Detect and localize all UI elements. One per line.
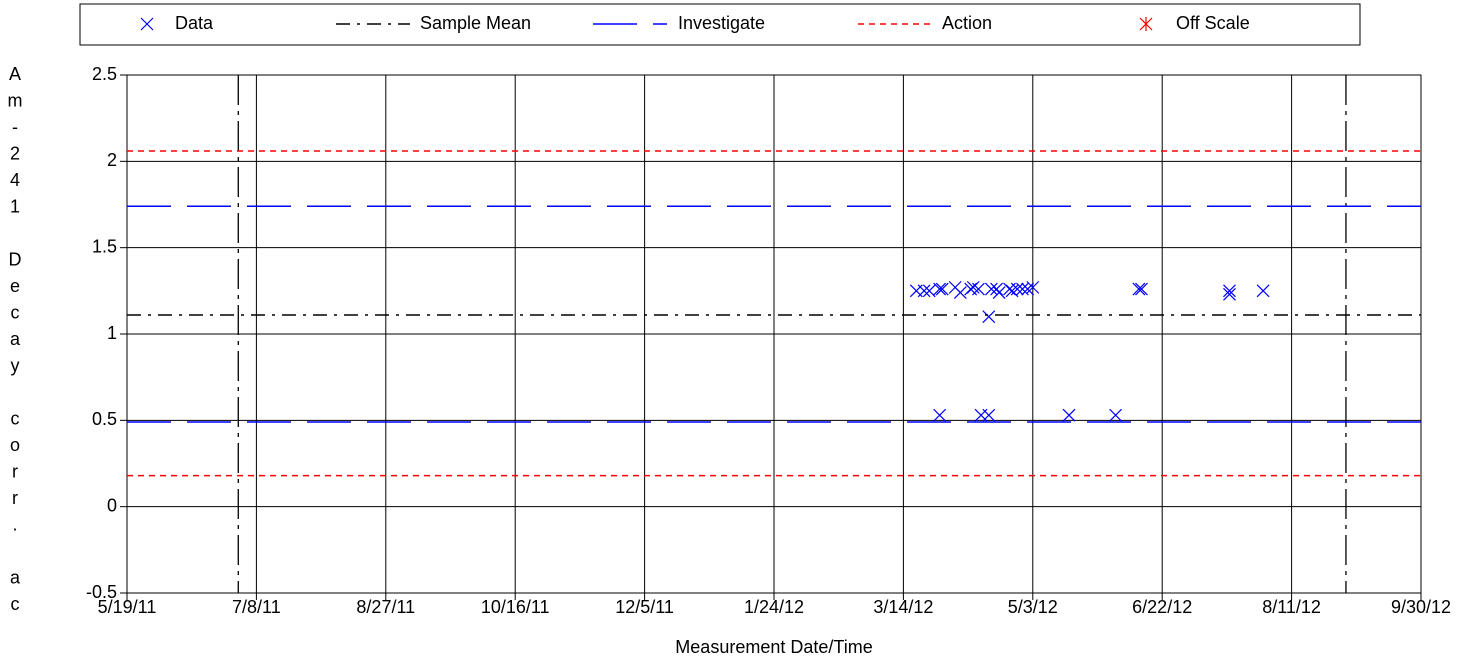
x-tick-label: 6/22/12 [1132, 597, 1192, 617]
data-point [1135, 282, 1148, 296]
marker-stroke [140, 17, 154, 31]
legend-label: Sample Mean [420, 13, 531, 33]
marker-stroke [922, 284, 936, 298]
legend-symbol [1139, 17, 1153, 31]
x-tick-label: 1/24/12 [744, 597, 804, 617]
marker-stroke [933, 282, 947, 296]
data-point [982, 310, 996, 324]
marker-stroke [1135, 282, 1148, 296]
marker-stroke [1005, 284, 1019, 298]
data-point [1223, 287, 1236, 301]
data-point [972, 282, 985, 296]
data-point [1256, 284, 1270, 298]
marker-stroke [1132, 282, 1146, 296]
data-point [992, 286, 1006, 299]
marker-stroke [1223, 287, 1236, 301]
y-tick-label: 2.5 [92, 64, 117, 84]
data-point [984, 282, 998, 296]
x-axis-label: Measurement Date/Time [675, 637, 872, 657]
x-tick-label: 12/5/11 [615, 597, 674, 617]
marker-stroke [1223, 284, 1236, 298]
data-point [933, 408, 947, 422]
data-point [1016, 282, 1029, 296]
legend-label: Investigate [678, 13, 765, 33]
marker-stroke [966, 280, 980, 294]
data-point [1005, 284, 1019, 298]
marker-stroke [990, 282, 1003, 296]
marker-stroke [1256, 284, 1270, 298]
data-point [935, 282, 949, 296]
marker-stroke [982, 310, 996, 324]
data-point [1109, 408, 1123, 422]
data-point [966, 280, 980, 294]
data-point [917, 284, 931, 298]
y-tick-label: 2 [107, 150, 117, 170]
marker-stroke [972, 282, 985, 296]
marker-stroke [935, 282, 949, 296]
legend-label: Data [175, 13, 214, 33]
x-tick-label: 10/16/11 [481, 597, 550, 617]
marker-stroke [1021, 282, 1035, 296]
marker-stroke [982, 408, 996, 422]
data-point [982, 408, 996, 422]
y-tick-label: 1 [107, 323, 117, 343]
x-tick-label: 9/30/12 [1391, 597, 1451, 617]
data-point [933, 282, 947, 296]
marker-stroke [992, 286, 1006, 299]
x-tick-label: 8/27/11 [356, 597, 415, 617]
y-tick-label: -0.5 [86, 582, 117, 602]
data-point [1021, 282, 1035, 296]
x-tick-label: 7/8/11 [232, 597, 281, 617]
marker-stroke [953, 286, 967, 299]
y-tick-label: 0.5 [92, 409, 117, 429]
data-point [953, 286, 967, 299]
x-tick-label: 8/11/12 [1262, 597, 1321, 617]
marker-stroke [984, 282, 998, 296]
data-point [990, 282, 1003, 296]
legend-box [79, 3, 1361, 46]
marker-stroke [1010, 282, 1024, 296]
marker-stroke [1062, 408, 1076, 422]
data-point [1223, 284, 1236, 298]
marker-stroke [1016, 282, 1029, 296]
legend-symbol [140, 17, 154, 31]
y-tick-label: 0 [107, 495, 117, 515]
marker-stroke [917, 284, 931, 298]
x-tick-label: 5/19/11 [98, 597, 157, 617]
legend-label: Action [942, 13, 992, 33]
data-point [1062, 408, 1076, 422]
marker-stroke [1109, 408, 1123, 422]
x-tick-label: 5/3/12 [1008, 597, 1058, 617]
data-point [1010, 282, 1024, 296]
data-point [922, 284, 936, 298]
y-tick-label: 1.5 [92, 236, 117, 256]
marker-stroke [1026, 280, 1040, 294]
data-point [1026, 280, 1040, 294]
x-tick-label: 3/14/12 [873, 597, 933, 617]
marker-stroke [933, 408, 947, 422]
legend-label: Off Scale [1176, 13, 1250, 33]
data-point [1132, 282, 1146, 296]
